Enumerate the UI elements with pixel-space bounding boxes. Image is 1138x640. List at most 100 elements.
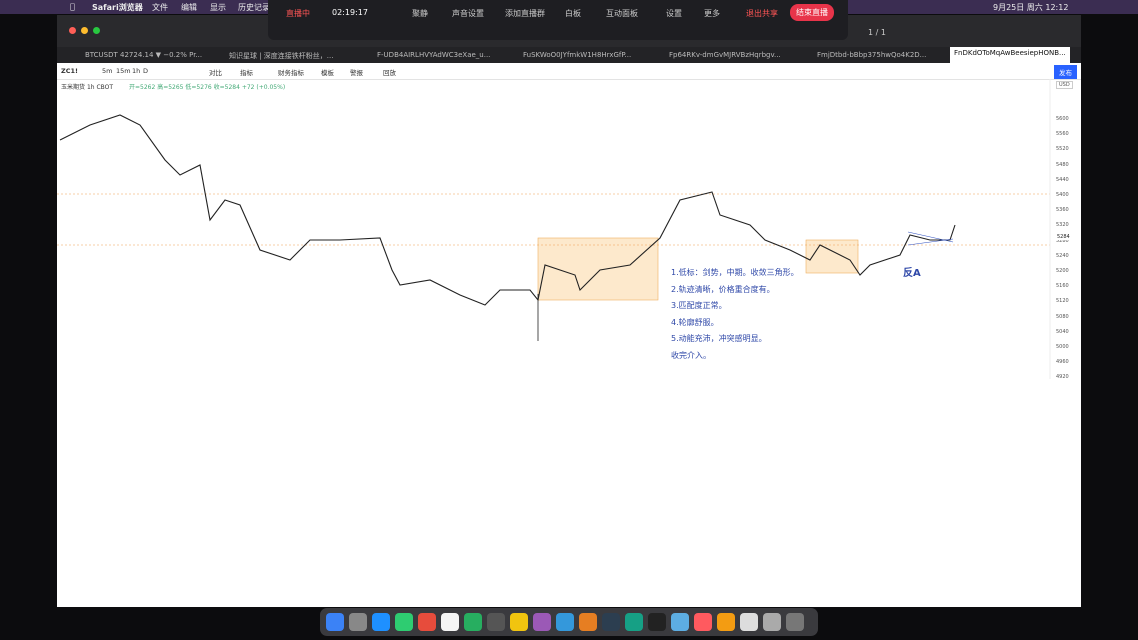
menu-item[interactable]: 文件: [152, 3, 168, 12]
ohlc: 开=5262 高=5265 低=5276 收=5284 +72 (+0.05%): [129, 84, 286, 91]
price-label: 5200: [1056, 268, 1069, 274]
chart-area: [57, 79, 1051, 379]
toolbar-button[interactable]: 模板: [321, 69, 334, 77]
price-label: 5480: [1056, 161, 1069, 168]
highlight-box: [805, 239, 859, 274]
tab[interactable]: BTCUSDT 42724.14 ▼ −0.2% Pr...: [85, 51, 203, 59]
live-button[interactable]: 白板: [565, 9, 581, 18]
stop-share[interactable]: 退出共享: [746, 9, 778, 18]
dock: [320, 608, 818, 636]
price-path: [59, 114, 956, 306]
price-label: 5600: [1056, 116, 1069, 122]
price-label: 5000: [1056, 344, 1069, 350]
dock-icon[interactable]: [579, 613, 597, 631]
end-live[interactable]: 结束直播: [790, 4, 834, 21]
price-label: 5120: [1056, 298, 1069, 305]
toolbar-button[interactable]: 财务指标: [278, 69, 304, 77]
menu-item[interactable]: Safari浏览器: [92, 3, 143, 12]
interval[interactable]: 5m: [102, 67, 113, 75]
note: 2.轨迹清晰，价格重合度有。: [671, 284, 775, 294]
price-label: 5040: [1056, 328, 1069, 335]
live-button[interactable]: 更多: [704, 9, 720, 18]
legend-interval: 1h: [86, 84, 95, 91]
trend-line: [907, 231, 954, 243]
dock-icon[interactable]: [372, 613, 390, 631]
price-label: 5284: [1056, 234, 1071, 240]
toolbar-button[interactable]: 警报: [350, 69, 363, 77]
dock-icon[interactable]: [717, 613, 735, 631]
instrument: 玉米期货: [61, 84, 86, 91]
price-label: 4920: [1056, 374, 1069, 381]
dock-icon[interactable]: [533, 613, 551, 631]
exchange: CBOT: [96, 84, 114, 91]
menu-item[interactable]: 显示: [210, 3, 226, 12]
clock: 9月25日 周六 12:12: [993, 3, 1069, 12]
legend: 玉米期货 1h CBOT 开=5262 高=5265 低=5276 收=5284…: [61, 82, 285, 91]
dock-icon[interactable]: [441, 613, 459, 631]
dock-icon[interactable]: [418, 613, 436, 631]
trend-line: [907, 238, 954, 246]
price-label: 5080: [1056, 313, 1069, 320]
live-bar: 直播中 02:19:17 聚静 声音设置 添加直播群 白板 互动面板 设置 更多…: [268, 0, 886, 40]
menu-item[interactable]: 历史记录: [238, 3, 270, 12]
notes: 1.低标：剑势，中期。收敛三角形。 2.轨迹清晰，价格重合度有。 3.匹配度正常…: [671, 265, 799, 364]
price-label: 5280: [1056, 237, 1069, 244]
dock-icon[interactable]: [763, 613, 781, 631]
toolbar-button[interactable]: 对比: [209, 69, 222, 77]
price-label: USD: [1056, 81, 1073, 89]
live-button[interactable]: 互动面板: [606, 9, 638, 18]
dock-icon[interactable]: [487, 613, 505, 631]
note: 5.动能充沛，冲突感明显。: [671, 334, 767, 343]
price-label: 5360: [1056, 207, 1069, 214]
note: 3.匹配度正常。: [671, 301, 727, 310]
interval[interactable]: D: [143, 67, 149, 75]
note: 1.低标：剑势，中期。收敛三角形。: [671, 268, 799, 277]
dock-icon[interactable]: [694, 613, 712, 631]
price-axis: USD 5600 5560 5520 5480 5440 5400 5360 5320 5280 5…: [1054, 79, 1081, 381]
live-button[interactable]: 聚静: [412, 9, 428, 18]
price-label: 4960: [1056, 359, 1069, 366]
live-timer: 02:19:17: [332, 8, 368, 17]
dock-icon[interactable]: [671, 613, 689, 631]
dock-icon[interactable]: [510, 613, 528, 631]
live-status: 直播中: [286, 9, 310, 18]
dock-icon[interactable]: [326, 613, 344, 631]
toolbar-button[interactable]: 回放: [383, 69, 396, 77]
tab[interactable]: FmjDtbd-bBbp375hwQo4K2D...: [817, 51, 927, 59]
price-label: 5400: [1056, 192, 1069, 198]
price-label: 5560: [1056, 131, 1069, 138]
dock-icon[interactable]: [395, 613, 413, 631]
menu-item[interactable]: 编辑: [181, 3, 197, 12]
pattern-tag: 反A: [903, 268, 921, 279]
price-label: 5320: [1056, 222, 1069, 229]
symbol[interactable]: ZC1!: [61, 67, 78, 75]
tab-bar: BTCUSDT 42724.14 ▼ −0.2% Pr... 知识星球 | 深度…: [57, 47, 1081, 63]
tab[interactable]: Fp64RKv-dmGvMJRVBzHqrbgv...: [669, 51, 781, 59]
live-button[interactable]: 声音设置: [452, 9, 484, 18]
interval[interactable]: 1h: [132, 67, 141, 75]
price-label: 5240: [1056, 252, 1069, 259]
dock-icon[interactable]: [464, 613, 482, 631]
tab[interactable]: 知识星球 | 深度连接铁杆粉丝，...: [229, 52, 334, 60]
tab[interactable]: F-UDB4AIRLHVYAdWC3eXae_u...: [377, 51, 491, 59]
tab[interactable]: FuSKWoO0JYfmkW1H8HrxGfP...: [523, 51, 632, 59]
dock-icon[interactable]: [648, 613, 666, 631]
dock-icon[interactable]: [556, 613, 574, 631]
dock-icon[interactable]: [625, 613, 643, 631]
price-label: 5440: [1056, 176, 1069, 183]
note: 收完介入。: [671, 350, 711, 360]
toolbar-button[interactable]: 指标: [240, 69, 253, 77]
dock-icon[interactable]: [602, 613, 620, 631]
browser-window: BTCUSDT 42724.14 ▼ −0.2% Pr... 知识星球 | 深度…: [57, 15, 1081, 607]
live-button[interactable]: 添加直播群: [505, 9, 545, 18]
dock-icon[interactable]: [740, 613, 758, 631]
interval[interactable]: 15m: [116, 67, 131, 75]
publish-button[interactable]: 发布: [1054, 65, 1077, 79]
live-button[interactable]: 设置: [666, 9, 682, 18]
dock-icon[interactable]: [349, 613, 367, 631]
note: 4.轮廓舒服。: [671, 317, 719, 327]
page-count: 1 / 1: [868, 28, 886, 37]
tab-active[interactable]: FnDKdOToMqAwBeesiepHONB...: [950, 47, 1070, 63]
dock-icon[interactable]: [786, 613, 804, 631]
